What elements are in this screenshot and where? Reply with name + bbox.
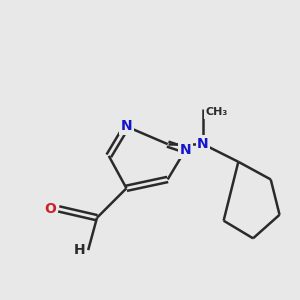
Text: N: N <box>179 143 191 157</box>
Text: N: N <box>197 137 209 151</box>
Text: O: O <box>44 202 56 216</box>
Text: N: N <box>121 119 132 134</box>
Text: H: H <box>74 243 85 257</box>
Text: CH₃: CH₃ <box>206 107 228 117</box>
